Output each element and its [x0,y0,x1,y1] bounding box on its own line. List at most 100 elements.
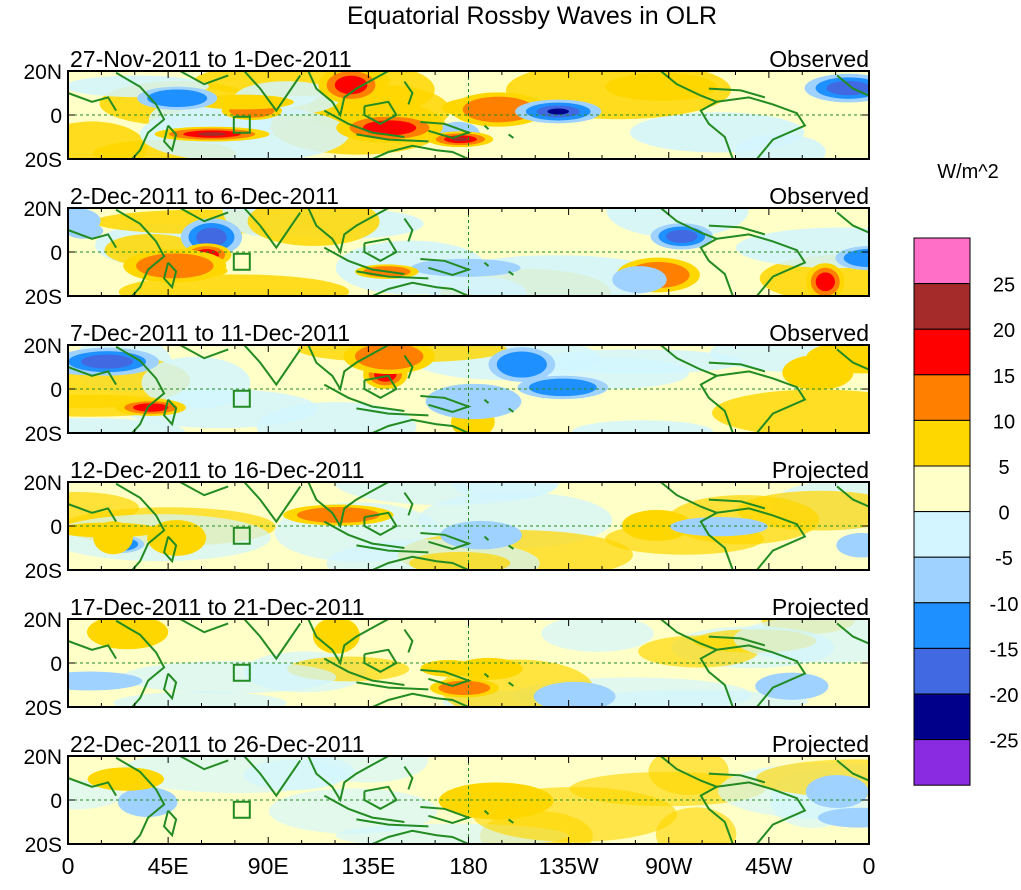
coastline [708,772,766,784]
negative-anomaly [836,532,869,558]
anomaly-swath [638,635,759,668]
negative-anomaly [528,378,597,397]
y-tick-label: 20S [25,834,62,857]
negative-anomaly [533,681,616,707]
coastline [508,407,514,413]
panel-type-label: Projected [772,457,869,483]
coastline [356,544,429,554]
coastline [836,485,869,508]
coastline [162,398,178,427]
positive-anomaly [806,345,869,374]
coastline [363,785,398,810]
coastline [708,635,766,647]
coastline [403,629,414,653]
coastline [162,809,178,838]
coastline [483,535,490,541]
coastline [115,482,166,570]
x-tick-label: 135W [539,853,599,879]
x-tick-label: 0 [863,853,876,879]
coastline [323,246,405,275]
negative-anomaly [670,517,768,537]
coastline [716,96,807,159]
coastline [68,503,117,523]
y-tick-label: 20S [25,423,62,446]
coastline [179,619,229,634]
negative-anomaly [843,249,869,268]
colorbar-level-label: -20 [990,685,1019,707]
colorbar-level-label: -5 [995,548,1013,570]
positive-anomaly [136,253,214,279]
panel-date-range: 27-Nov-2011 to 1-Dec-2011 [70,46,352,72]
anomaly-swath [541,619,654,652]
panel-date-range: 2-Dec-2011 to 6-Dec-2011 [70,183,339,209]
coastline [716,644,807,707]
coastline [508,818,514,824]
coastline [836,211,869,234]
coastline [403,766,414,790]
positive-anomaly [197,132,227,136]
map-panel: 20N 0 20S 27-Nov-2011 to 1-Dec-2011 Observed [23,46,870,172]
panel-date-range: 22-Dec-2011 to 26-Dec-2011 [70,731,365,757]
coastline [243,71,302,113]
y-tick-label: 0 [50,516,62,539]
colorbar-swatch [913,693,971,741]
coastline [660,619,734,707]
anomaly-swath [712,389,869,433]
coastline [162,535,178,564]
anomaly-swath [451,482,558,500]
coastline [483,672,490,678]
colorbar-swatch [913,374,971,421]
colorbar-swatch [913,328,971,376]
coastline [68,777,117,797]
coastline [115,71,166,159]
y-tick-label: 20N [23,609,62,632]
negative-anomaly [68,671,143,691]
coastline [115,756,166,844]
reference-box [232,800,251,819]
panel-type-label: Observed [769,183,869,209]
coastline [68,229,117,249]
colorbar-swatch [913,237,971,285]
colorbar-swatch [913,739,971,786]
colorbar-swatch [913,419,971,467]
coastline [307,345,389,392]
y-tick-label: 0 [50,653,62,676]
map-panel: 20N 0 20S 12-Dec-2011 to 16-Dec-2011 Project… [23,457,870,583]
x-tick-label: 0 [62,853,75,879]
negative-anomaly [147,89,208,108]
coastline [356,681,429,691]
reference-box [232,663,251,682]
negative-anomaly [440,520,522,550]
coastline [356,133,429,143]
coastline [708,498,766,510]
colorbar-swatch [913,465,971,513]
anomaly-swath [121,661,337,694]
coastline [356,818,429,828]
coastline [307,208,389,255]
coastline [323,109,405,138]
coastline [323,657,405,686]
reference-box [232,252,251,271]
coastline [307,71,389,118]
coastline [162,124,178,153]
panel-type-label: Projected [772,594,869,620]
coastline [508,270,514,276]
colorbar-level-label: -25 [990,731,1019,753]
coastline [716,507,807,570]
coastline [68,92,117,112]
anomaly-swath [606,208,749,238]
positive-anomaly [147,520,207,556]
y-tick-label: 0 [50,242,62,265]
coastline [836,74,869,97]
x-tick-label: 90W [645,853,693,879]
positive-anomaly [462,96,535,123]
coastline [371,555,469,570]
coastline [836,622,869,645]
anomaly-swath [247,208,380,246]
anomaly-swath [141,356,251,409]
anomaly-swath [733,619,869,663]
coastline [716,781,807,844]
coastline [363,374,398,399]
reference-box [232,526,251,545]
